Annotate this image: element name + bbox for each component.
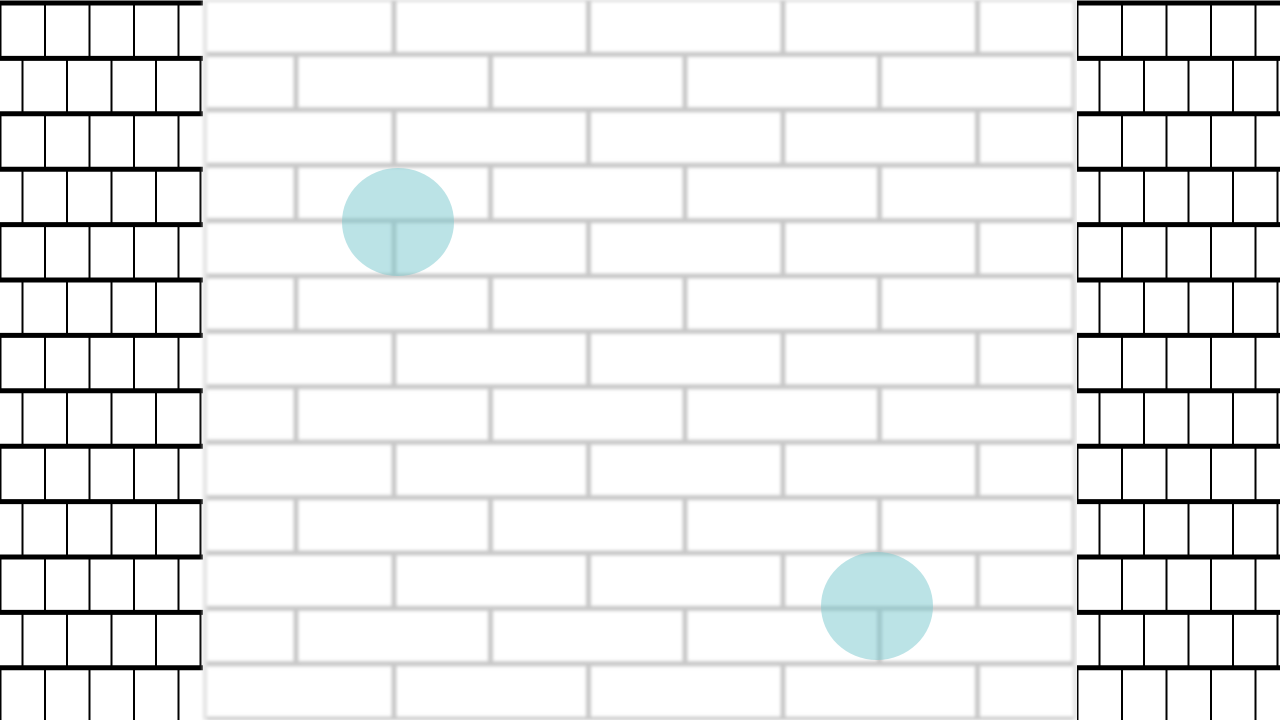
left-brick-pattern [0, 0, 203, 720]
right-brick-pattern [1076, 0, 1280, 720]
target-circle[interactable] [821, 552, 933, 660]
right-brick-wall [1076, 0, 1280, 720]
center-brick-pattern [203, 0, 1077, 720]
left-brick-wall [0, 0, 203, 720]
target-circle[interactable] [342, 168, 454, 276]
center-brick-wall [203, 0, 1077, 720]
